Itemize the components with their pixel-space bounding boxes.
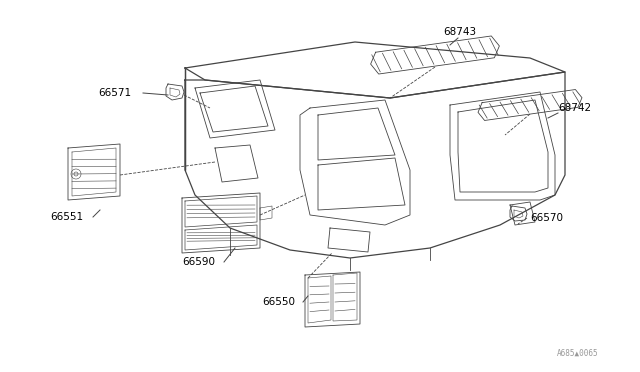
Text: 66551: 66551 <box>50 212 83 222</box>
Text: 66550: 66550 <box>262 297 295 307</box>
Text: 66571: 66571 <box>98 88 131 98</box>
Text: 66570: 66570 <box>530 213 563 223</box>
Text: A685▲0065: A685▲0065 <box>556 349 598 358</box>
Text: 66590: 66590 <box>182 257 215 267</box>
Text: 68743: 68743 <box>443 27 476 37</box>
Text: 68742: 68742 <box>558 103 591 113</box>
